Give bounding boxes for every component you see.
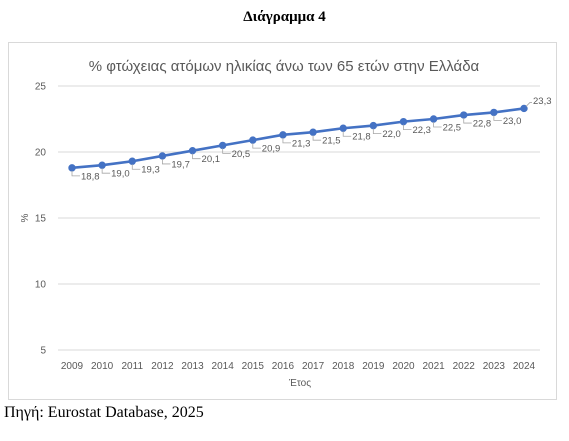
data-label: 23,3 <box>533 96 552 107</box>
figure-caption: Διάγραμμα 4 <box>243 9 326 25</box>
leader-line <box>463 118 472 124</box>
data-point <box>188 146 197 155</box>
leader-line <box>372 128 382 135</box>
data-label: 19,0 <box>111 169 130 180</box>
chart-frame <box>8 42 557 400</box>
x-tick-label: 2014 <box>212 361 235 372</box>
data-label: 20,1 <box>202 154 221 165</box>
leader-line <box>161 158 171 165</box>
data-point <box>460 111 468 119</box>
x-tick-label: 2021 <box>422 361 445 372</box>
data-label: 21,5 <box>322 136 341 147</box>
data-point <box>98 161 106 169</box>
data-point <box>218 141 227 150</box>
data-label: 22,3 <box>412 125 431 136</box>
data-label: 22,8 <box>473 119 492 130</box>
data-label: 21,8 <box>352 132 371 143</box>
data-point <box>399 117 408 126</box>
leader-line <box>71 170 80 177</box>
y-tick-label: 10 <box>35 280 47 291</box>
data-label: 21,3 <box>292 138 311 149</box>
data-label: 22,0 <box>382 129 401 140</box>
data-label: 20,9 <box>262 144 281 155</box>
leader-line <box>131 164 141 170</box>
leader-line <box>101 168 111 174</box>
x-axis-title: Έτος <box>288 378 311 389</box>
data-point <box>429 115 438 123</box>
x-tick-label: 2012 <box>151 361 174 372</box>
y-axis-title: % <box>20 213 31 222</box>
x-tick-label: 2011 <box>122 361 144 372</box>
data-label: 18,8 <box>81 171 100 182</box>
x-tick-label: 2015 <box>242 361 265 372</box>
data-label: 19,3 <box>141 165 160 176</box>
data-label: 23,0 <box>503 116 522 127</box>
data-label: 19,7 <box>171 159 190 170</box>
chart-title: % φτώχειας ατόμων ηλικίας άνω των 65 ετώ… <box>89 58 480 75</box>
x-tick-label: 2016 <box>272 361 295 372</box>
data-point <box>309 128 317 136</box>
data-point <box>128 157 136 165</box>
data-point <box>158 152 167 160</box>
leader-line <box>312 135 322 141</box>
y-tick-label: 15 <box>35 214 47 225</box>
data-point <box>339 124 347 132</box>
series-line <box>70 107 526 170</box>
x-tick-label: 2018 <box>332 361 355 372</box>
leader-line <box>252 143 261 149</box>
leader-line <box>525 102 532 107</box>
x-tick-label: 2013 <box>181 361 204 372</box>
data-point <box>520 104 528 113</box>
leader-line <box>342 131 352 137</box>
data-point <box>249 136 257 144</box>
data-point <box>279 131 287 139</box>
x-tick-label: 2020 <box>392 361 415 372</box>
source-note: Πηγή: Eurostat Database, 2025 <box>4 404 204 421</box>
x-tick-label: 2022 <box>453 361 476 372</box>
data-point <box>490 108 498 117</box>
leader-line <box>282 137 291 144</box>
data-label: 20,5 <box>232 149 251 160</box>
leader-line <box>403 124 412 131</box>
y-tick-label: 20 <box>35 148 47 159</box>
data-point <box>68 164 76 172</box>
leader-line <box>222 148 231 154</box>
leader-line <box>493 115 502 121</box>
x-tick-label: 2009 <box>61 361 84 372</box>
data-point <box>369 121 378 130</box>
x-tick-label: 2017 <box>302 361 325 372</box>
x-tick-label: 2019 <box>362 361 385 372</box>
x-tick-label: 2010 <box>91 361 114 372</box>
y-tick-label: 25 <box>35 82 47 93</box>
x-tick-label: 2023 <box>483 361 506 372</box>
x-tick-label: 2024 <box>513 361 536 372</box>
y-tick-label: 5 <box>40 346 46 357</box>
leader-line <box>433 122 442 128</box>
leader-line <box>192 153 201 160</box>
data-label: 22,5 <box>443 123 462 134</box>
